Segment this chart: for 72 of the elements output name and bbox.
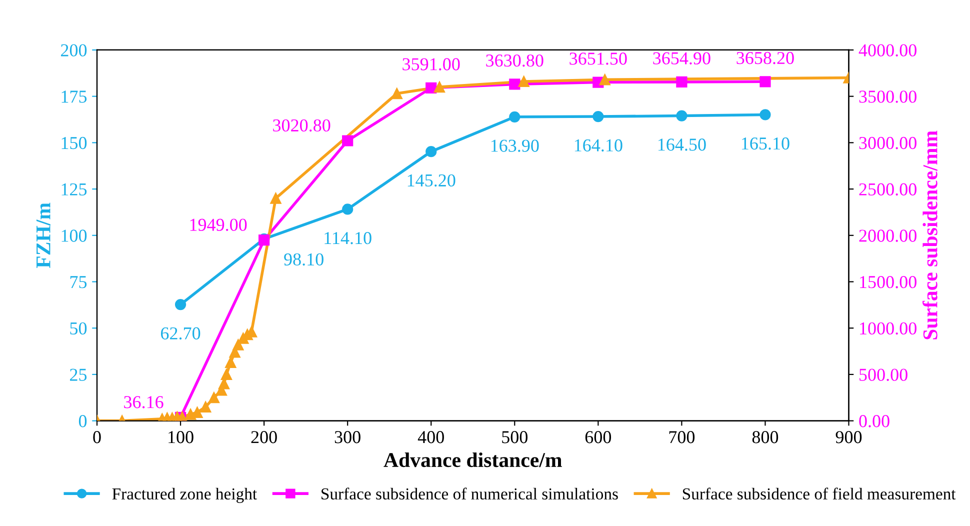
point [220, 368, 232, 380]
y2-tick-label: 500.00 [860, 368, 908, 381]
y2-tick-label: 3000.00 [859, 136, 916, 150]
y2-tick-label: 1000.00 [860, 322, 916, 335]
y-tick-label: 175 [62, 90, 87, 103]
point [225, 356, 236, 368]
x-axis-title: Advance distance/m [384, 452, 562, 468]
y2-tick-label: 4000.00 [858, 44, 916, 56]
point [208, 392, 220, 404]
y-tick-label: 200 [60, 44, 87, 56]
data-label: 114.10 [324, 232, 372, 244]
data-label: 3020.80 [273, 119, 330, 132]
data-label: 3658.20 [736, 52, 794, 64]
x-tick-label: 900 [836, 431, 862, 444]
point [676, 76, 688, 88]
point [342, 135, 354, 146]
data-label: 164.50 [658, 138, 706, 151]
y-tick-label: 50 [70, 322, 87, 335]
x-tick-label: 800 [752, 431, 778, 444]
y-axis-title: FZH/m [36, 202, 50, 268]
data-label: 3630.80 [486, 54, 544, 67]
x-tick-label: 300 [334, 431, 360, 444]
point [426, 146, 437, 158]
point [676, 110, 688, 122]
point [426, 82, 437, 94]
data-label: 3591.00 [402, 58, 460, 70]
point [174, 298, 186, 310]
point [760, 109, 771, 120]
data-label: 1949.00 [190, 218, 247, 231]
point [200, 401, 212, 412]
point [592, 110, 604, 122]
y2-tick-label: 2500.00 [859, 183, 916, 196]
y2-axis-title: Surface subsidence/mm [922, 130, 938, 340]
legend-label: Fractured zone height [112, 488, 257, 503]
data-label: 165.10 [742, 137, 790, 150]
point [518, 76, 530, 88]
x-tick-label: 500 [502, 431, 528, 444]
legend-label: Surface subsidence of numerical simulations [322, 488, 618, 500]
y2-tick-label: 1500.00 [860, 276, 916, 288]
data-label: 3651.50 [570, 52, 627, 65]
point [760, 76, 771, 88]
y-tick-label: 125 [62, 183, 87, 196]
y2-tick-label: 2000.00 [859, 230, 916, 242]
y-tick-label: 100 [62, 230, 87, 242]
y-tick-label: 150 [62, 136, 87, 150]
point [434, 81, 446, 93]
x-tick-label: 700 [669, 431, 695, 444]
data-label: 62.70 [160, 327, 200, 340]
x-tick-label: 0 [93, 431, 101, 444]
y2-tick-label: 0.00 [859, 415, 890, 428]
x-tick-label: 100 [168, 431, 194, 444]
point [342, 204, 354, 215]
data-label: 163.90 [491, 140, 539, 152]
data-label: 36.16 [124, 396, 164, 408]
data-label: 145.20 [408, 174, 456, 187]
x-tick-label: 200 [251, 431, 277, 444]
point [391, 88, 402, 100]
data-label: 164.10 [574, 139, 622, 152]
data-label: 3654.90 [653, 52, 710, 64]
point [509, 111, 520, 122]
y-tick-label: 75 [70, 276, 87, 288]
point [599, 74, 610, 86]
y2-tick-label: 3500.00 [859, 90, 916, 103]
point [509, 78, 520, 90]
point [232, 339, 244, 350]
x-tick-label: 400 [418, 431, 444, 444]
y-tick-label: 0 [78, 415, 87, 428]
data-label: 98.10 [284, 253, 324, 266]
legend-label: Surface subsidence of field measurement [682, 488, 956, 500]
y-tick-label: 25 [70, 368, 87, 381]
point [270, 192, 282, 204]
x-tick-label: 600 [585, 431, 612, 444]
